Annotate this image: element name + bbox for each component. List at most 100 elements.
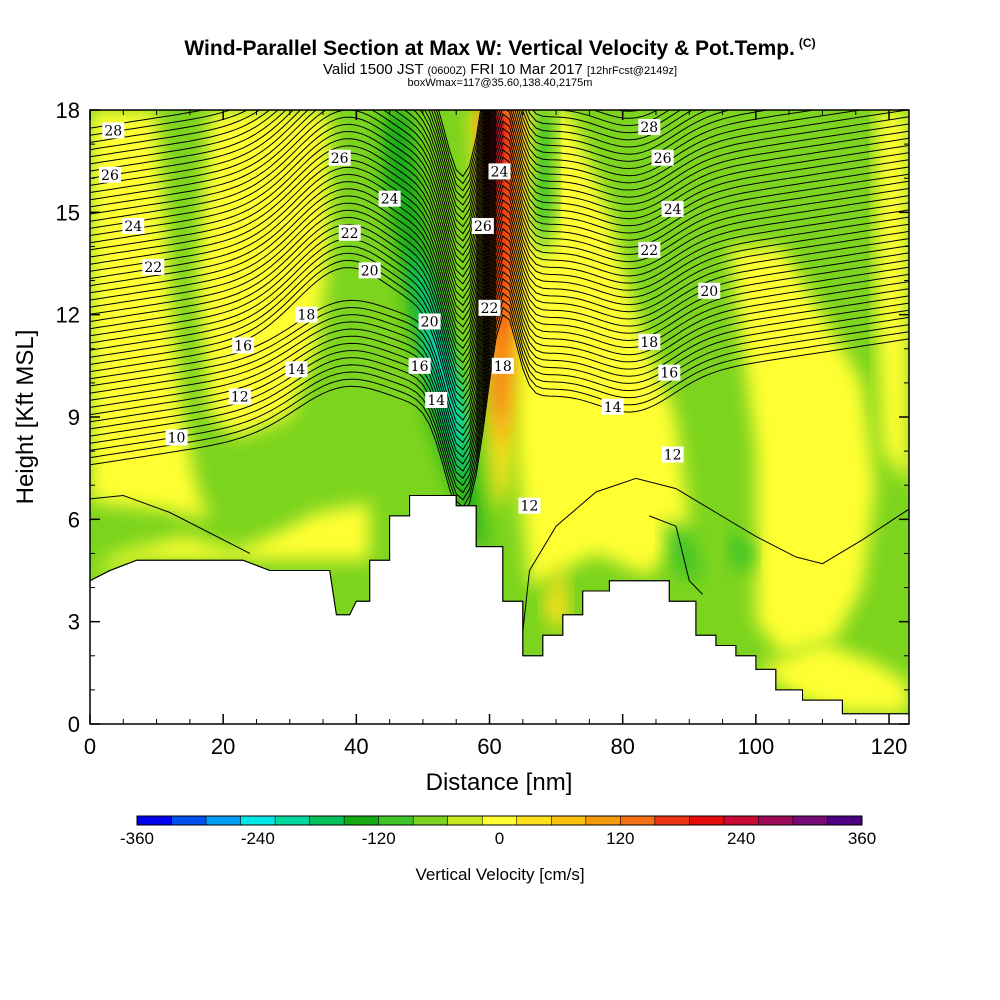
theta-contour-14 — [90, 213, 909, 414]
theta-contour-13 — [90, 220, 909, 421]
theta-contour-low-c — [649, 515, 703, 595]
theta-contour-26 — [90, 127, 909, 328]
contour-label-1: 26 — [98, 166, 121, 184]
contour-label-19: 18 — [491, 357, 514, 375]
contour-label-text-8: 18 — [297, 308, 315, 324]
colorbar-swatch-20 — [827, 816, 863, 825]
colorbar-swatch-2 — [206, 816, 241, 825]
contour-label-text-19: 18 — [494, 359, 512, 375]
colorbar-swatch-19 — [793, 816, 828, 825]
y-tick-label-2: 6 — [68, 507, 80, 532]
theta-contour-12 — [90, 227, 909, 429]
contour-label-11: 12 — [228, 388, 251, 406]
contour-label-text-17: 26 — [474, 219, 492, 235]
contour-label-22: 26 — [651, 149, 674, 167]
x-tick-label-1: 20 — [211, 734, 235, 759]
contour-label-text-26: 18 — [640, 335, 658, 351]
colorbar-label-3: 0 — [495, 829, 504, 848]
contour-label-bg-11 — [228, 388, 251, 405]
contour-label-text-23: 24 — [664, 202, 682, 218]
colorbar-swatch-0 — [137, 816, 172, 825]
box-max-info: boxWmax=117@35.60,138.40,2175m — [407, 77, 593, 89]
contour-label-text-1: 26 — [101, 168, 119, 184]
colorbar-label-1: -240 — [241, 829, 275, 848]
contour-label-text-5: 24 — [381, 192, 399, 208]
contour-label-25: 20 — [698, 282, 721, 300]
contour-label-text-9: 16 — [234, 338, 252, 354]
contour-label-bg-14 — [408, 357, 431, 374]
theta-contour-6 — [90, 270, 909, 472]
theta-contour-0 — [90, 313, 909, 515]
contour-labels: 2826242226242220181614121020161424262218… — [98, 119, 721, 515]
contour-label-text-29: 12 — [664, 448, 682, 464]
theta-contour-18 — [90, 184, 909, 385]
contour-label-bg-10 — [285, 361, 308, 378]
colorbar-swatch-16 — [689, 816, 725, 825]
theta-contour-39 — [90, 110, 682, 235]
colorbar-swatch-1 — [171, 816, 207, 825]
theta-contour-34 — [90, 110, 818, 271]
contour-label-2: 24 — [122, 217, 145, 235]
contour-label-bg-9 — [232, 337, 255, 354]
contour-label-text-16: 24 — [491, 164, 509, 180]
theta-contour-27 — [90, 120, 909, 321]
theta-contour-29 — [90, 110, 909, 307]
axes: 0 20 40 60 80 100 120 0 3 6 9 12 15 18 — [56, 98, 909, 759]
contour-label-bg-13 — [418, 313, 441, 330]
contour-label-bg-20 — [518, 497, 541, 514]
contour-label-text-11: 12 — [231, 390, 249, 406]
theta-contour-42 — [90, 110, 642, 213]
colorbar-swatch-13 — [585, 816, 621, 825]
theta-contour-17 — [90, 192, 909, 393]
contour-label-bg-19 — [491, 357, 514, 374]
theta-contour-31 — [90, 110, 909, 292]
colorbar-swatch-14 — [620, 816, 656, 825]
chart-title: Wind-Parallel Section at Max W: Vertical… — [184, 36, 816, 60]
contour-label-bg-3 — [142, 258, 165, 275]
theta-contour-33 — [90, 110, 864, 278]
theta-contour-15 — [90, 206, 909, 407]
theta-contour-4 — [90, 285, 909, 487]
contour-label-bg-5 — [378, 190, 401, 207]
copyright-mark: (C) — [798, 36, 816, 50]
theta-contour-47 — [90, 110, 482, 178]
contour-label-bg-25 — [698, 282, 721, 299]
colorbar-label-0: -360 — [120, 829, 154, 848]
colorbar-swatch-10 — [482, 816, 518, 825]
contour-label-text-15: 14 — [427, 393, 445, 409]
contour-label-text-28: 14 — [604, 400, 622, 416]
contour-label-bg-15 — [425, 391, 448, 408]
contour-label-text-18: 22 — [481, 301, 499, 317]
contour-label-16: 24 — [488, 163, 511, 180]
contour-label-bg-12 — [165, 429, 188, 446]
theta-contour-11 — [90, 235, 909, 437]
theta-contour-32 — [90, 110, 909, 285]
colorbar-label-5: 240 — [727, 829, 755, 848]
x-tick-label-4: 80 — [610, 734, 634, 759]
theta-contour-37 — [90, 110, 709, 249]
x-tick-label-6: 120 — [871, 734, 908, 759]
contour-label-text-0: 28 — [104, 123, 122, 139]
colorbar-title: Vertical Velocity [cm/s] — [415, 865, 584, 884]
contour-label-27: 16 — [658, 364, 681, 382]
colorbar-swatch-4 — [275, 816, 311, 825]
colorbar-swatch-5 — [309, 816, 345, 825]
contour-label-12: 10 — [165, 429, 188, 446]
contour-label-text-20: 12 — [521, 499, 539, 515]
contour-label-bg-22 — [651, 149, 674, 166]
y-tick-label-3: 9 — [68, 405, 80, 430]
y-tick-label-6: 18 — [56, 98, 80, 123]
y-axis-title: Height [Kft MSL] — [12, 330, 39, 505]
colorbar-label-6: 360 — [848, 829, 876, 848]
contour-label-bg-16 — [488, 163, 511, 180]
colorbar-swatch-7 — [378, 816, 414, 825]
x-tick-label-5: 100 — [737, 734, 774, 759]
theta-contour-10 — [90, 242, 909, 444]
colorbar-swatch-17 — [723, 816, 759, 825]
contour-label-20: 12 — [518, 497, 541, 515]
contour-label-text-27: 16 — [660, 366, 678, 382]
contour-label-13: 20 — [418, 313, 441, 330]
velocity-region-12 — [662, 519, 703, 581]
colorbar: -360 -240 -120 0 120 240 360 — [120, 815, 876, 848]
x-axis-title: Distance [nm] — [426, 769, 573, 796]
